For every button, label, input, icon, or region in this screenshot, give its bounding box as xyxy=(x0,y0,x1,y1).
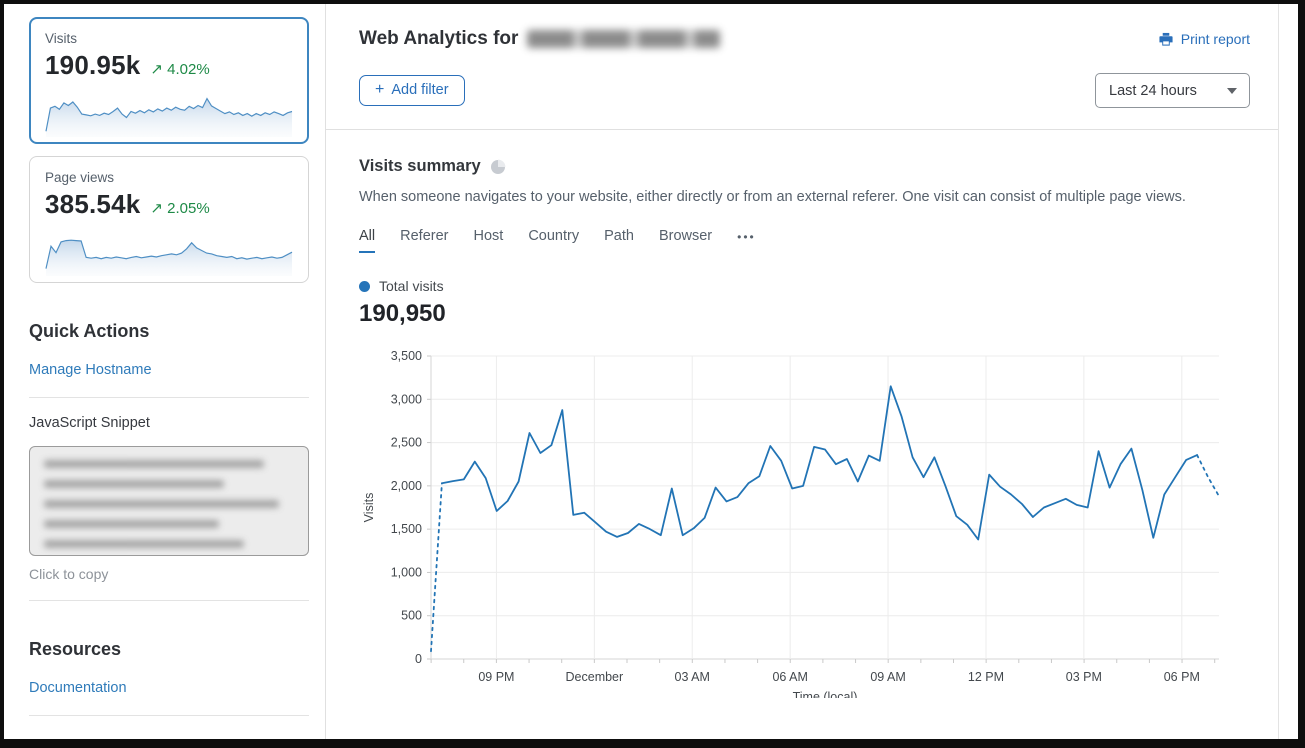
add-filter-button[interactable]: + Add filter xyxy=(359,75,465,106)
redacted-code-line xyxy=(44,540,244,548)
redacted-code-line xyxy=(44,460,264,468)
page-title-text: Web Analytics for xyxy=(359,28,519,49)
print-report-label: Print report xyxy=(1180,31,1250,47)
svg-text:2,000: 2,000 xyxy=(391,479,422,493)
redacted-code-line xyxy=(44,500,279,508)
time-range-value: Last 24 hours xyxy=(1109,82,1197,99)
main-content: Web Analytics for Print report + Add fil… xyxy=(325,4,1279,739)
svg-text:Visits: Visits xyxy=(362,493,376,523)
sidebar-divider xyxy=(29,715,309,716)
metric-card-page-views[interactable]: Page views 385.54k ↗ 2.05% xyxy=(29,156,309,283)
legend-dot-icon xyxy=(359,280,370,292)
metric-card-label: Page views xyxy=(45,170,115,185)
plus-icon: + xyxy=(375,81,385,98)
tab-host[interactable]: Host xyxy=(473,228,504,244)
sidebar: Visits 190.95k ↗ 4.02% Page views 385.54k ↗ 2… xyxy=(4,4,325,739)
redacted-code-line xyxy=(44,520,219,528)
page-header: Web Analytics for Print report + Add fil… xyxy=(359,4,1250,108)
metric-card-value: 385.54k xyxy=(45,189,141,219)
metric-card-value: 190.95k xyxy=(45,50,141,80)
metric-card-visits[interactable]: Visits 190.95k ↗ 4.02% xyxy=(29,17,309,144)
pie-chart-help-icon[interactable] xyxy=(490,159,506,175)
svg-text:06 PM: 06 PM xyxy=(1164,670,1200,684)
redacted-domain xyxy=(527,30,721,48)
metric-card-delta: ↗ 2.05% xyxy=(150,200,210,217)
metric-card-list: Visits 190.95k ↗ 4.02% Page views 385.54k ↗ 2… xyxy=(29,17,309,283)
add-filter-label: Add filter xyxy=(391,82,449,98)
tab-browser[interactable]: Browser xyxy=(658,228,713,244)
click-to-copy-hint: Click to copy xyxy=(29,566,109,582)
tab-path[interactable]: Path xyxy=(604,228,634,244)
svg-text:12 PM: 12 PM xyxy=(968,670,1004,684)
documentation-link[interactable]: Documentation xyxy=(29,680,127,696)
tab-referer[interactable]: Referer xyxy=(400,228,449,244)
sidebar-divider xyxy=(29,397,309,398)
svg-text:03 AM: 03 AM xyxy=(675,670,710,684)
tabs-more-button[interactable]: ••• xyxy=(737,230,756,244)
svg-text:06 AM: 06 AM xyxy=(772,670,807,684)
sparkline-chart-page-views xyxy=(45,239,293,276)
tab-all[interactable]: All xyxy=(359,228,376,253)
metric-card-label: Visits xyxy=(45,31,78,46)
svg-text:3,000: 3,000 xyxy=(391,392,422,406)
javascript-snippet-label: JavaScript Snippet xyxy=(29,415,150,431)
manage-hostname-link[interactable]: Manage Hostname xyxy=(29,362,152,378)
svg-text:3,500: 3,500 xyxy=(391,349,422,363)
svg-text:1,500: 1,500 xyxy=(391,522,422,536)
print-report-link[interactable]: Print report xyxy=(1158,31,1250,47)
svg-text:03 PM: 03 PM xyxy=(1066,670,1102,684)
visits-summary-title: Visits summary xyxy=(359,157,481,175)
svg-text:2,500: 2,500 xyxy=(391,436,422,450)
svg-text:Time (local): Time (local) xyxy=(793,690,858,698)
resources-heading: Resources xyxy=(29,639,122,659)
legend-label: Total visits xyxy=(379,278,444,294)
tab-country[interactable]: Country xyxy=(528,228,580,244)
sparkline-chart-visits xyxy=(45,97,293,137)
svg-text:500: 500 xyxy=(401,609,422,623)
svg-text:09 PM: 09 PM xyxy=(478,670,514,684)
printer-icon xyxy=(1159,32,1173,46)
quick-actions-heading: Quick Actions xyxy=(29,321,150,341)
visits-summary-section: Visits summary When someone navigates to… xyxy=(359,130,1250,704)
total-visits-value: 190,950 xyxy=(359,300,446,327)
summary-tabs: All Referer Host Country Path Browser ••• xyxy=(359,228,1250,253)
visits-summary-description: When someone navigates to your website, … xyxy=(359,189,1186,205)
chart-legend: Total visits xyxy=(359,278,1250,294)
header-divider xyxy=(326,129,1278,130)
page-title: Web Analytics for xyxy=(359,28,721,50)
redacted-code-line xyxy=(44,480,224,488)
visits-line-chart: 0 500 1,000 1,500 2,000 2,500 3,000 3,500 09 PM D… xyxy=(359,346,1250,704)
chevron-down-icon xyxy=(1227,87,1237,94)
svg-text:0: 0 xyxy=(415,652,422,666)
metric-card-delta: ↗ 4.02% xyxy=(150,61,210,78)
svg-text:December: December xyxy=(566,670,624,684)
line-chart-svg: 0 500 1,000 1,500 2,000 2,500 3,000 3,500 09 PM D… xyxy=(362,349,1220,704)
svg-text:1,000: 1,000 xyxy=(391,565,422,579)
sidebar-divider xyxy=(29,600,309,601)
svg-text:09 AM: 09 AM xyxy=(870,670,905,684)
javascript-snippet-box[interactable] xyxy=(29,446,309,556)
time-range-dropdown[interactable]: Last 24 hours xyxy=(1095,73,1250,108)
